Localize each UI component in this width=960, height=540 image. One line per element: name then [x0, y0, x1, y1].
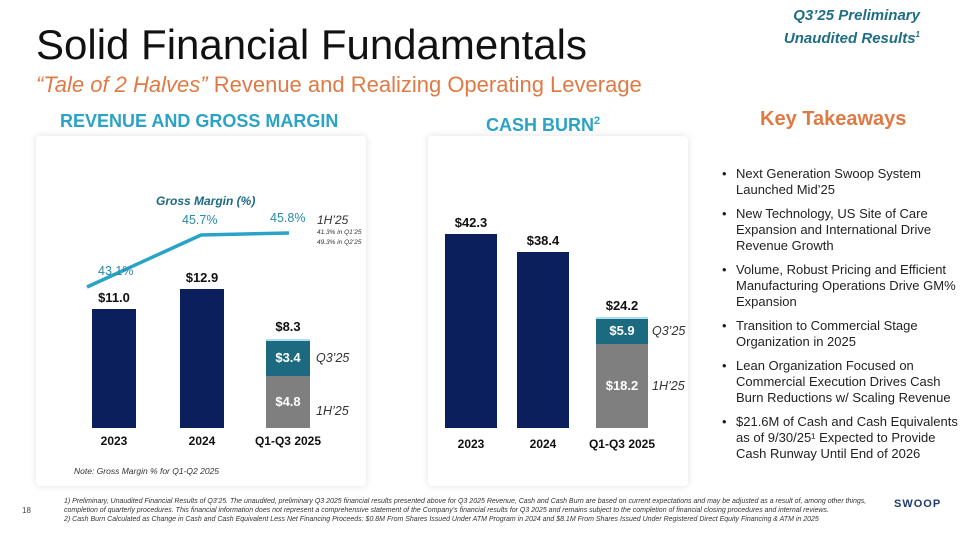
takeaway-item: Transition to Commercial Stage Organizat… [722, 318, 958, 350]
takeaway-item: New Technology, US Site of Care Expansio… [722, 206, 958, 254]
page-number: 18 [22, 506, 31, 515]
segment-name: 1H’25 [652, 379, 685, 394]
segment-name: 1H’25 [316, 404, 349, 419]
subtitle-italic: “Tale of 2 Halves” [36, 72, 208, 97]
cash-section-title: CASH BURN2 [486, 110, 600, 136]
preliminary-badge: Q3’25 Preliminary Unaudited Results1 [784, 6, 920, 48]
value-label: $11.0 [98, 290, 130, 306]
segment-name: Q3’25 [652, 323, 686, 338]
gm-label-2023: 43.1% [98, 264, 134, 278]
revenue-section-title: REVENUE AND GROSS MARGIN [60, 111, 339, 131]
bar-2023 [445, 233, 497, 428]
category-label: Q1-Q3 2025 [588, 437, 656, 451]
bar-2023 [92, 309, 136, 428]
prelim-line1: Q3’25 Preliminary [793, 7, 920, 24]
swoop-logo: SWOOP [894, 498, 942, 510]
gm-label-2024: 45.7% [182, 213, 218, 227]
value-label: $42.3 [454, 214, 488, 230]
gm-note: Note: Gross Margin % for Q1-Q2 2025 [74, 466, 220, 476]
page-title: Solid Financial Fundamentals [36, 21, 587, 68]
footnotes: 1) Preliminary, Unaudited Financial Resu… [64, 497, 874, 524]
segment-label: $18.2 [605, 378, 639, 394]
takeaway-item: Volume, Robust Pricing and Efficient Man… [722, 262, 958, 310]
bar-segment-1h25 [266, 376, 310, 428]
category-label: 2024 [529, 437, 557, 451]
prelim-sup: 1 [915, 30, 920, 39]
gross-margin-title: Gross Margin (%) [156, 194, 256, 208]
category-label: Q1-Q3 2025 [254, 434, 322, 448]
subtitle-rest: Revenue and Realizing Operating Leverage [207, 72, 642, 97]
key-takeaways-title: Key Takeaways [760, 108, 907, 130]
bar-2024 [180, 288, 224, 428]
gm-label-2025: 45.8% [270, 211, 306, 225]
category-label: 2024 [188, 434, 216, 448]
category-label: 2023 [100, 434, 128, 448]
gm-detail-q1: 41.3% in Q1’25 [317, 229, 362, 236]
prelim-line2: Unaudited Results [783, 30, 916, 47]
key-takeaways-list: Next Generation Swoop System Launched Mi… [722, 166, 958, 470]
segment-name: Q3’25 [316, 350, 350, 365]
category-label: 2023 [457, 437, 485, 451]
bar-2024 [517, 251, 569, 428]
gm-detail-q2: 49.3% in Q2’25 [317, 239, 362, 246]
takeaway-item: Next Generation Swoop System Launched Mi… [722, 166, 958, 198]
value-label: $38.4 [526, 232, 560, 248]
bar-segment-q325 [596, 317, 648, 345]
bar-segment-1h25 [596, 344, 648, 428]
value-label: $8.3 [275, 319, 301, 335]
footnote-2: 2) Cash Burn Calculated as Change in Cas… [64, 516, 819, 523]
segment-label: $3.4 [275, 349, 301, 365]
bar-segment-q325 [266, 339, 310, 377]
gm-annotation: 1H’25 [317, 213, 349, 227]
segment-label: $5.9 [609, 322, 635, 338]
cash-title-text: CASH BURN [486, 115, 594, 135]
page-subtitle: “Tale of 2 Halves” Revenue and Realizing… [36, 72, 642, 98]
cash-title-sup: 2 [594, 115, 601, 127]
value-label: $24.2 [605, 297, 639, 313]
gross-margin-line [86, 231, 290, 289]
footnote-1: 1) Preliminary, Unaudited Financial Resu… [64, 498, 867, 514]
segment-label: $4.8 [275, 394, 301, 410]
takeaway-item: Lean Organization Focused on Commercial … [722, 358, 958, 406]
value-label: $12.9 [185, 269, 219, 285]
takeaway-item: $21.6M of Cash and Cash Equivalents as o… [722, 414, 958, 462]
